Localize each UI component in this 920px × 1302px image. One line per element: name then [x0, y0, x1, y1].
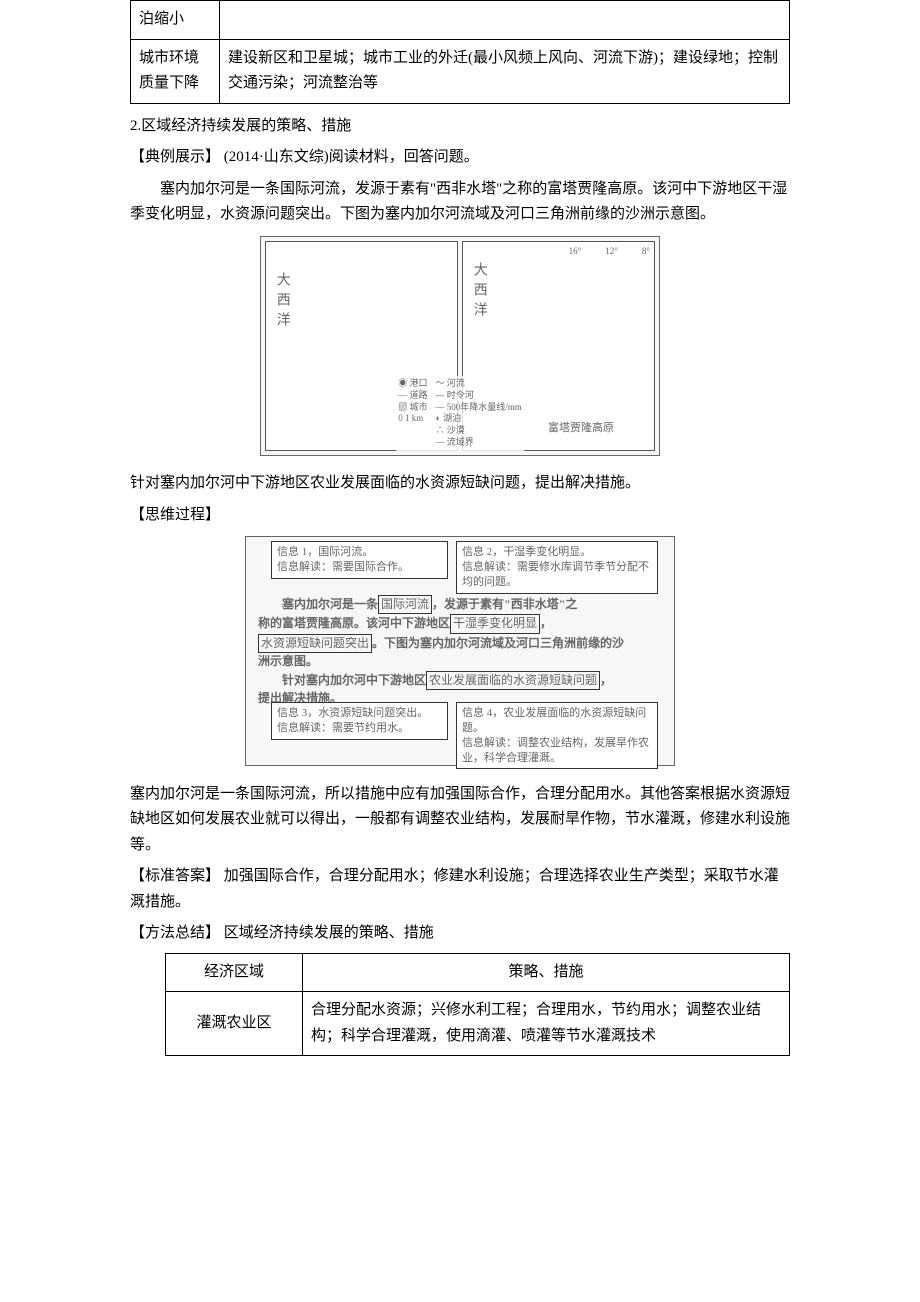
t: ，发源于素有"西非水塔"之 [432, 597, 577, 611]
flow-figure: 信息 1，国际河流。 信息解读：需要国际合作。 信息 2，干湿季变化明显。 信息… [130, 536, 790, 776]
flow-placeholder: 信息 1，国际河流。 信息解读：需要国际合作。 信息 2，干湿季变化明显。 信息… [245, 536, 675, 766]
sea-label: 大西洋 [467, 262, 491, 322]
map-placeholder: 大西洋 大西洋 富塔贾隆高原 16° 12° 8° ◉ 港口 [260, 236, 660, 456]
flow-box-2: 信息 2，干湿季变化明显。 信息解读：需要修水库调节季节分配不均的问题。 [456, 541, 658, 594]
method-label: 【方法总结】 [130, 925, 220, 941]
row-content [220, 1, 790, 40]
table-row: 城市环境质量下降 建设新区和卫星城；城市工业的外迁(最小风频上风向、河流下游)；… [131, 39, 790, 103]
example-line: 【典例展示】 (2014·山东文综)阅读材料，回答问题。 [130, 145, 790, 171]
legend-item: ◉ 港口 [398, 378, 427, 390]
t: 。下图为塞内加尔河流域及河口三角洲前缘的沙 [372, 636, 624, 650]
boxed: 国际河流 [378, 595, 432, 614]
legend-item: ▨ 城市 [398, 402, 427, 414]
legend-item: — 500年降水量线/mm [436, 402, 522, 414]
top-table: 泊缩小 城市环境质量下降 建设新区和卫星城；城市工业的外迁(最小风频上风向、河流… [130, 0, 790, 104]
flow-title: 信息 2，干湿季变化明显。 [462, 545, 652, 560]
row-label: 城市环境质量下降 [131, 39, 220, 103]
flow-title: 信息 4，农业发展面临的水资源短缺问题。 [462, 706, 652, 736]
table-row: 灌溉农业区 合理分配水资源；兴修水利工程；合理用水，节约用水；调整农业结构；科学… [166, 992, 790, 1056]
boxed: 水资源短缺问题突出 [258, 634, 372, 653]
flow-interp: 信息解读：需要国际合作。 [277, 560, 442, 575]
example-intro: (2014·山东文综)阅读材料，回答问题。 [224, 149, 479, 165]
plateau-label: 富塔贾隆高原 [548, 419, 614, 438]
t: ， [600, 673, 612, 687]
legend-item: — 流域界 [436, 437, 522, 449]
paragraph: 塞内加尔河是一条国际河流，发源于素有"西非水塔"之称的富塔贾隆高原。该河中下游地… [130, 177, 790, 228]
table-row: 泊缩小 [131, 1, 790, 40]
col-header: 经济区域 [166, 953, 303, 992]
flow-interp: 信息解读：需要修水库调节季节分配不均的问题。 [462, 560, 652, 590]
flow-box-4: 信息 4，农业发展面临的水资源短缺问题。 信息解读：调整农业结构，发展旱作农业，… [456, 702, 658, 769]
flow-interp: 信息解读：调整农业结构，发展旱作农业，科学合理灌溉。 [462, 736, 652, 766]
flow-mid-text: 塞内加尔河是一条国际河流，发源于素有"西非水塔"之 称的富塔贾隆高原。该河中下游… [258, 595, 664, 707]
t: ， [540, 616, 552, 630]
method-line: 【方法总结】 区域经济持续发展的策略、措施 [130, 921, 790, 947]
boxed: 农业发展面临的水资源短缺问题 [426, 671, 600, 690]
answer-label: 【标准答案】 [130, 868, 220, 884]
section-heading: 2.区域经济持续发展的策略、措施 [130, 114, 790, 140]
answer-text: 加强国际合作，合理分配用水；修建水利设施；合理选择农业生产类型；采取节水灌溉措施… [130, 868, 779, 910]
flow-box-1: 信息 1，国际河流。 信息解读：需要国际合作。 [271, 541, 448, 579]
legend-item: ∴ 沙漠 [436, 425, 522, 437]
answer-line: 【标准答案】 加强国际合作，合理分配用水；修建水利设施；合理选择农业生产类型；采… [130, 864, 790, 915]
map-legend: ◉ 港口 — 道路 ▨ 城市 0 1 km ～ 河流 --- 时令河 — 500… [396, 376, 524, 450]
method-table: 经济区域 策略、措施 灌溉农业区 合理分配水资源；兴修水利工程；合理用水，节约用… [165, 953, 790, 1057]
row-label: 泊缩小 [131, 1, 220, 40]
flow-interp: 信息解读：需要节约用水。 [277, 721, 442, 736]
method-title: 区域经济持续发展的策略、措施 [224, 925, 434, 941]
t: 针对塞内加尔河中下游地区 [282, 673, 426, 687]
row-content: 建设新区和卫星城；城市工业的外迁(最小风频上风向、河流下游)；建设绿地；控制交通… [220, 39, 790, 103]
t: 称的富塔贾隆高原。该河中下游地区 [258, 616, 450, 630]
flow-title: 信息 3，水资源短缺问题突出。 [277, 706, 442, 721]
t: 塞内加尔河是一条 [282, 597, 378, 611]
coord: 8° [642, 244, 650, 259]
legend-item: 0 1 km [398, 413, 427, 425]
coord: 12° [605, 244, 618, 259]
measures-cell: 合理分配水资源；兴修水利工程；合理用水，节约用水；调整农业结构；科学合理灌溉，使… [303, 992, 790, 1056]
table-header-row: 经济区域 策略、措施 [166, 953, 790, 992]
question-text: 针对塞内加尔河中下游地区农业发展面临的水资源短缺问题，提出解决措施。 [130, 471, 790, 497]
coord-labels: 16° 12° 8° [569, 244, 650, 259]
legend-item: --- 时令河 [436, 390, 522, 402]
map-figure: 大西洋 大西洋 富塔贾隆高原 16° 12° 8° ◉ 港口 [130, 236, 790, 466]
boxed: 干湿季变化明显 [450, 614, 540, 633]
flow-title: 信息 1，国际河流。 [277, 545, 442, 560]
t: 洲示意图。 [258, 654, 318, 668]
col-header: 策略、措施 [303, 953, 790, 992]
analysis-text: 塞内加尔河是一条国际河流，所以措施中应有加强国际合作，合理分配用水。其他答案根据… [130, 782, 790, 859]
legend-item: ◐ 湖泊 [436, 413, 522, 425]
example-label: 【典例展示】 [130, 149, 220, 165]
flow-box-3: 信息 3，水资源短缺问题突出。 信息解读：需要节约用水。 [271, 702, 448, 740]
region-cell: 灌溉农业区 [166, 992, 303, 1056]
thinking-label: 【思维过程】 [130, 503, 790, 529]
legend-item: — 道路 [398, 390, 427, 402]
coord: 16° [569, 244, 582, 259]
sea-label: 大西洋 [270, 272, 294, 332]
legend-item: ～ 河流 [436, 378, 522, 390]
